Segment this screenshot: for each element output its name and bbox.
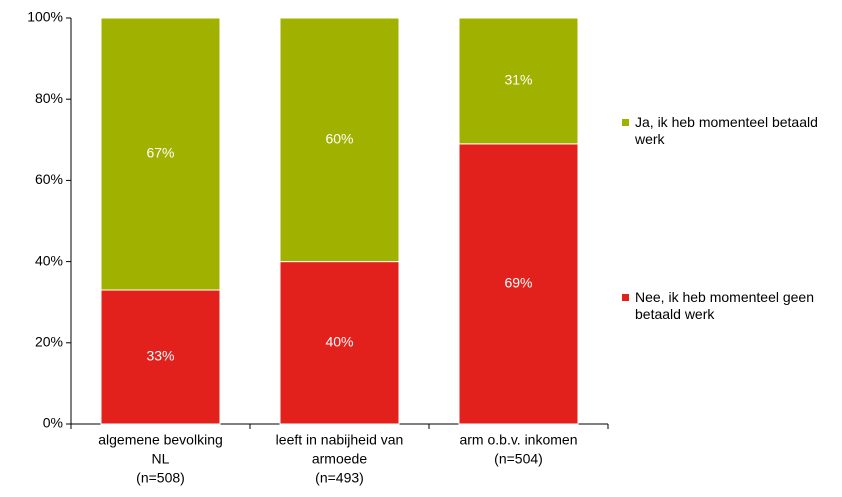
value-label: 69% [504,275,532,291]
legend-label: Ja, ik heb momenteel betaald werk [635,114,818,147]
y-tick-label: 100% [27,9,63,25]
x-tick-label: algemene bevolking [98,432,223,448]
legend-swatch [622,119,629,126]
x-tick-label: NL [152,451,170,467]
x-tick-label: arm o.b.v. inkomen [459,432,577,448]
legend-swatch [622,294,629,301]
x-tick-label: (n=504) [494,451,543,467]
x-tick-label: armoede [312,451,367,467]
bar-segment [458,17,579,145]
value-label: 67% [146,145,174,161]
legend-item: Ja, ik heb momenteel betaald werk [622,114,835,148]
bar-segment [100,17,221,291]
legend-label: Nee, ik heb momenteel geen betaald werk [635,289,814,322]
x-tick-label: (n=508) [136,470,185,486]
y-tick-label: 40% [35,252,63,268]
value-label: 31% [504,72,532,88]
x-tick-label: leeft in nabijheid van [276,432,404,448]
y-tick-label: 0% [43,415,63,431]
value-label: 40% [325,334,353,350]
bar-segment [100,289,221,425]
y-tick-label: 60% [35,171,63,187]
legend-item: Nee, ik heb momenteel geen betaald werk [622,289,835,323]
x-tick-label: (n=493) [315,470,364,486]
y-tick-label: 80% [35,90,63,106]
y-tick-label: 20% [35,334,63,350]
bar-segment [458,143,579,425]
bar-segment [279,17,400,263]
value-label: 60% [325,131,353,147]
value-label: 33% [146,348,174,364]
